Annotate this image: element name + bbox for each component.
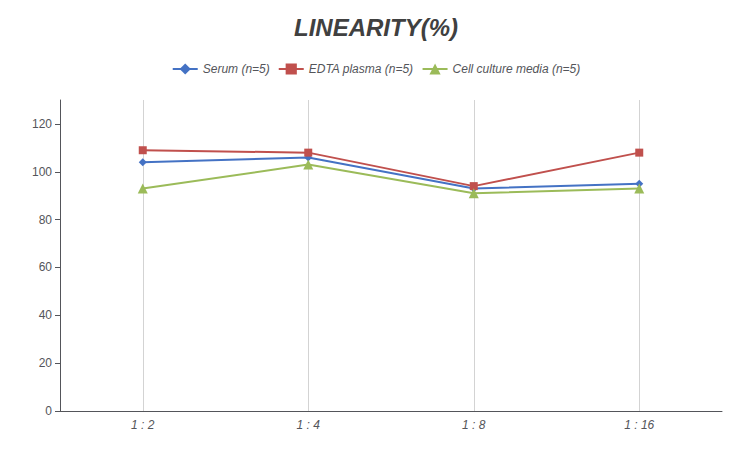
svg-text:20: 20 <box>39 356 53 370</box>
svg-text:LINEARITY(%): LINEARITY(%) <box>294 14 458 41</box>
svg-text:1 : 2: 1 : 2 <box>131 418 155 432</box>
svg-text:60: 60 <box>39 260 53 274</box>
svg-text:0: 0 <box>45 404 52 418</box>
svg-text:1 : 16: 1 : 16 <box>624 418 654 432</box>
svg-text:40: 40 <box>39 308 53 322</box>
svg-text:1 : 8: 1 : 8 <box>462 418 486 432</box>
svg-text:1 : 4: 1 : 4 <box>297 418 321 432</box>
svg-text:100: 100 <box>32 165 52 179</box>
svg-text:80: 80 <box>39 213 53 227</box>
svg-text:Cell culture media (n=5): Cell culture media (n=5) <box>453 62 581 76</box>
svg-text:120: 120 <box>32 117 52 131</box>
svg-text:Serum (n=5): Serum (n=5) <box>203 62 270 76</box>
svg-text:EDTA plasma (n=5): EDTA plasma (n=5) <box>309 62 413 76</box>
